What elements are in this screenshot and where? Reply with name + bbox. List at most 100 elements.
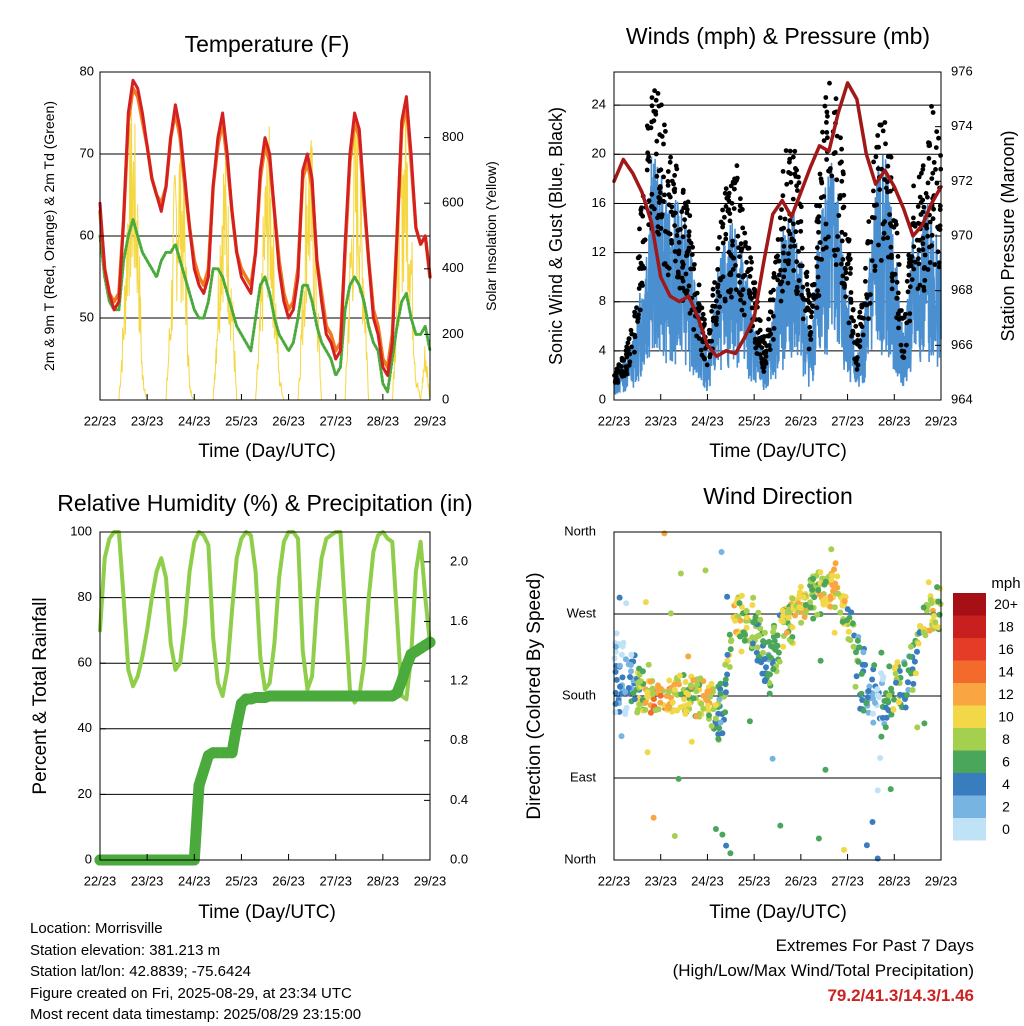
direction-point: [743, 624, 750, 631]
gust-point: [850, 330, 856, 336]
gust-point: [709, 308, 714, 314]
gust-point: [717, 304, 722, 310]
direction-point: [642, 706, 649, 713]
gust-point: [930, 170, 936, 176]
colorbar-label: 14: [998, 663, 1014, 679]
gust-point: [779, 226, 784, 232]
gust-point: [763, 348, 769, 354]
direction-point: [736, 600, 743, 607]
gust-point: [700, 339, 706, 345]
gust-point: [931, 160, 937, 165]
direction-point: [746, 718, 753, 725]
gust-point: [811, 282, 817, 288]
direction-point: [622, 711, 629, 717]
direction-point: [637, 678, 644, 685]
gust-point: [846, 320, 852, 326]
direction-point: [893, 679, 899, 686]
direction-point: [775, 649, 782, 656]
gust-point: [710, 292, 716, 298]
direction-point: [671, 686, 678, 693]
gust-point: [757, 352, 763, 357]
direction-point: [763, 664, 769, 671]
colorbar-swatch: [953, 593, 986, 616]
gust-point: [882, 177, 887, 182]
direction-point: [682, 710, 689, 717]
x-tick-label: 26/23: [272, 413, 305, 428]
gust-point: [816, 293, 822, 298]
direction-point: [915, 640, 922, 647]
direction-point: [934, 584, 941, 591]
direction-point: [705, 708, 712, 714]
direction-point: [727, 850, 734, 857]
direction-point: [639, 668, 646, 675]
x-tick-label: 27/23: [319, 873, 352, 888]
gust-point: [799, 245, 805, 251]
gust-point: [658, 167, 664, 173]
direction-point: [821, 581, 828, 588]
gust-point: [934, 129, 940, 135]
direction-point: [613, 630, 620, 637]
gust-point: [839, 238, 845, 244]
gust-point: [909, 258, 914, 264]
gust-point: [877, 187, 883, 193]
gust-point: [906, 252, 912, 258]
gust-point: [771, 313, 776, 319]
x-tick-label: 29/23: [925, 873, 958, 888]
gust-point: [726, 207, 732, 213]
direction-point: [853, 649, 859, 656]
direction-point: [698, 700, 705, 707]
gust-point: [872, 268, 878, 273]
direction-point: [712, 826, 719, 832]
gust-point: [924, 225, 930, 231]
y2-tick-label: 2.0: [450, 553, 468, 568]
gust-point: [817, 240, 823, 245]
gust-point: [738, 248, 744, 254]
gust-point: [668, 154, 673, 160]
direction-point: [908, 643, 914, 650]
gust-point: [646, 198, 652, 204]
direction-point: [617, 683, 623, 690]
direction-point: [761, 656, 768, 662]
colorbar-label: 16: [998, 641, 1014, 657]
gust-point: [842, 232, 848, 237]
gust-point: [665, 183, 671, 188]
gust-point: [659, 214, 664, 220]
gust-point: [799, 292, 804, 298]
gust-point: [862, 301, 868, 307]
gust-point: [715, 284, 720, 290]
gust-point: [831, 110, 837, 116]
direction-point: [811, 594, 818, 601]
direction-point: [810, 575, 817, 582]
gust-point: [727, 218, 733, 224]
direction-point: [827, 595, 834, 602]
direction-point: [682, 679, 689, 685]
direction-point: [726, 631, 733, 638]
gust-point: [823, 236, 828, 242]
gust-point: [889, 255, 894, 260]
direction-point: [912, 670, 919, 677]
gust-point: [644, 123, 650, 129]
direction-point: [879, 676, 886, 683]
direction-point: [769, 755, 776, 762]
gust-point: [632, 349, 637, 355]
direction-point: [650, 691, 657, 697]
gust-point: [909, 277, 915, 282]
gust-point: [894, 279, 900, 285]
humidity-frame: [99, 531, 431, 861]
gust-point: [839, 280, 845, 286]
gust-point: [645, 157, 651, 163]
gust-point: [914, 237, 920, 243]
direction-point: [789, 624, 796, 631]
direction-ticks: 22/23 23/23 24/23 25/23 26/23 27/23 28/23 29/23…: [562, 523, 957, 888]
gust-point: [850, 307, 856, 312]
gust-point: [767, 309, 773, 315]
direction-point: [741, 637, 748, 644]
x-tick-label: 28/23: [878, 413, 911, 428]
direction-point: [644, 689, 651, 696]
gust-point: [669, 178, 675, 184]
gust-point: [863, 279, 868, 284]
direction-point: [675, 775, 682, 782]
gust-point: [738, 196, 743, 202]
gust-point: [669, 238, 674, 243]
direction-point: [802, 602, 809, 608]
